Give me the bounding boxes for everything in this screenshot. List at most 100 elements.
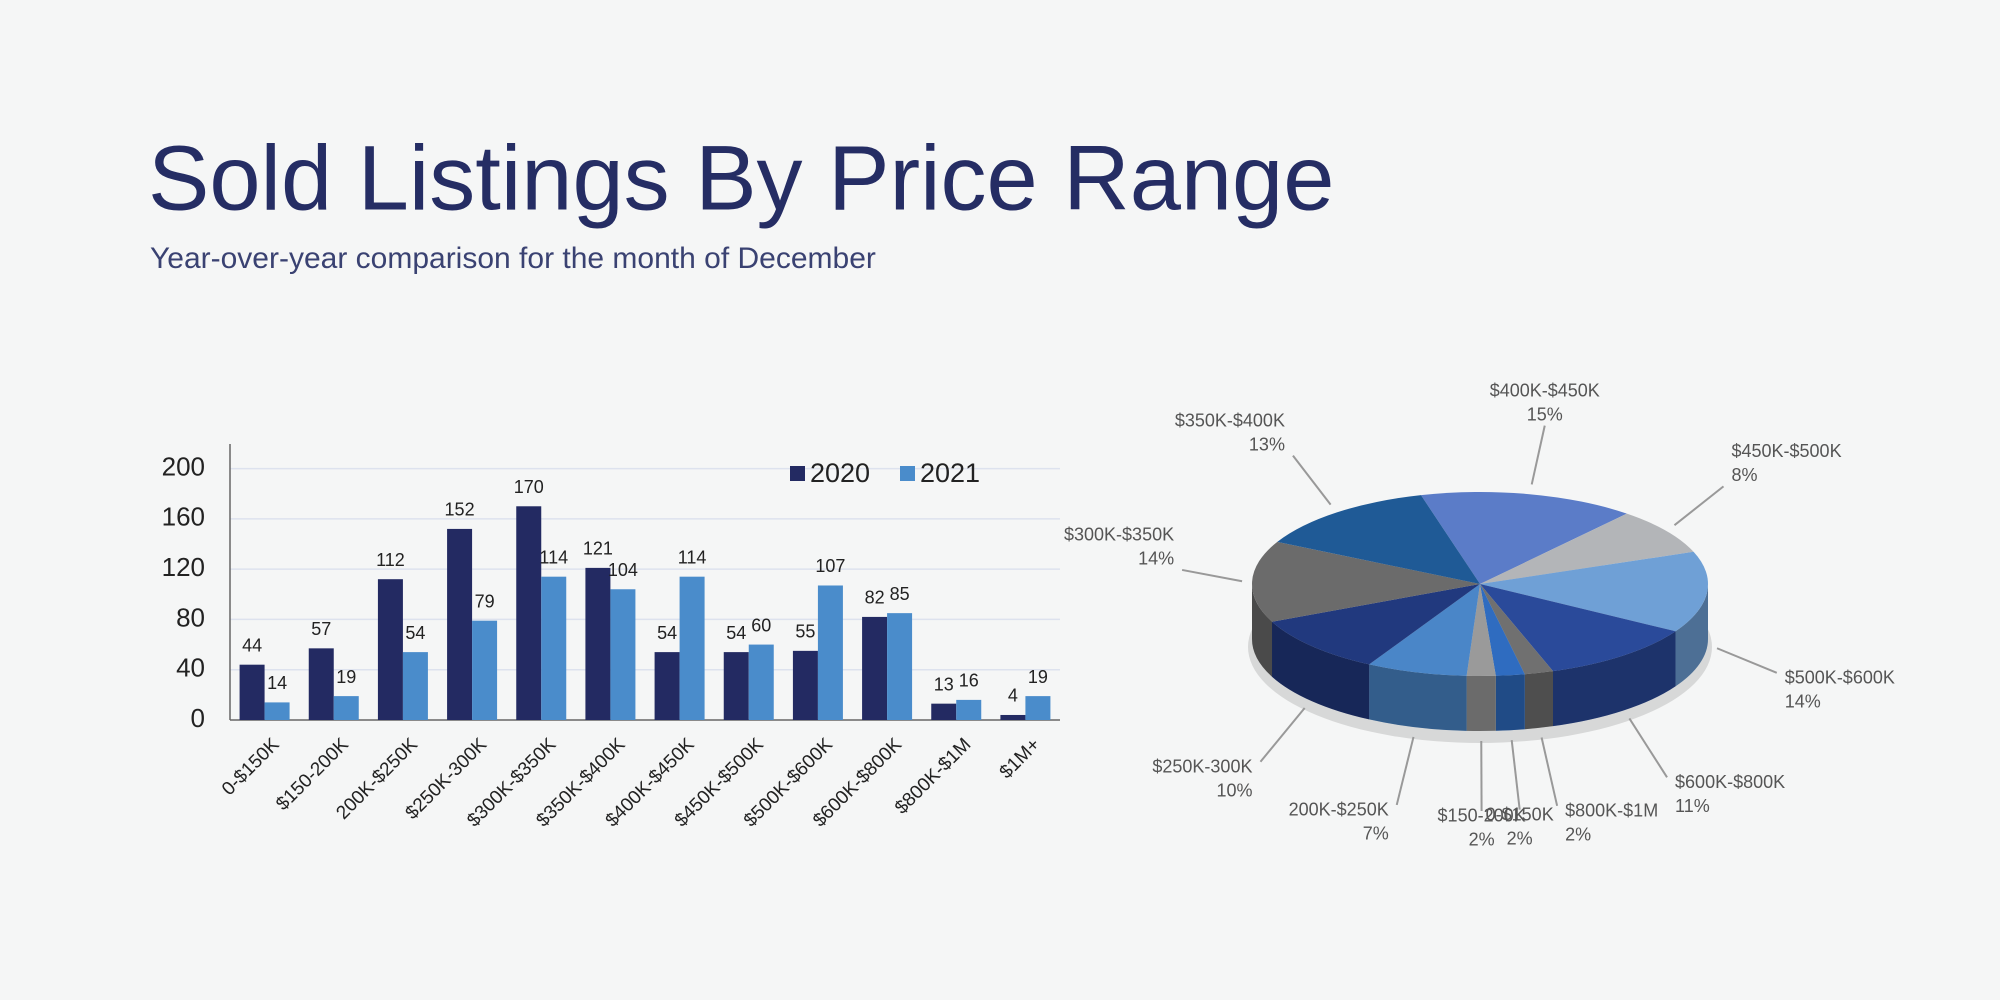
slice-label: 200K-$250K xyxy=(1289,800,1389,820)
y-tick-label: 200 xyxy=(162,451,205,481)
pie-slice xyxy=(1369,584,1480,676)
pie-slice xyxy=(1480,584,1553,675)
data-label: 104 xyxy=(608,560,638,580)
leader-line xyxy=(1510,739,1521,810)
leader-line xyxy=(1259,707,1306,763)
pie-slice xyxy=(1480,584,1525,676)
slice-value-label: 2% xyxy=(1507,828,1533,848)
bar xyxy=(931,703,957,720)
data-label: 54 xyxy=(726,623,746,643)
data-label: 54 xyxy=(405,623,425,643)
bar xyxy=(610,589,636,720)
data-label: 57 xyxy=(311,619,331,639)
data-label: 44 xyxy=(242,635,262,655)
slice-label: $450K-$500K xyxy=(1731,441,1841,461)
slice-side-shade xyxy=(1675,584,1708,687)
legend-label: 2021 xyxy=(920,458,980,488)
slice-side xyxy=(1675,584,1708,687)
data-label: 170 xyxy=(514,477,544,497)
bar xyxy=(472,620,498,720)
bar xyxy=(1025,696,1051,720)
page-subtitle: Year-over-year comparison for the month … xyxy=(150,242,876,275)
bar xyxy=(679,576,705,720)
pie-slice xyxy=(1420,492,1627,584)
slice-value-label: 10% xyxy=(1216,781,1252,801)
slice-label: $600K-$800K xyxy=(1675,772,1785,792)
slice-side-shade xyxy=(1524,671,1553,730)
slice-side-shade xyxy=(1251,584,1273,677)
slice-label: 0-$150K xyxy=(1486,804,1554,824)
bar xyxy=(264,702,290,720)
bar xyxy=(585,567,611,720)
slice-side xyxy=(1466,675,1496,731)
pie-slice xyxy=(1480,551,1708,632)
data-label: 16 xyxy=(959,671,979,691)
slice-side xyxy=(1552,631,1676,727)
bar xyxy=(654,652,680,720)
legend-swatch xyxy=(790,466,805,481)
slice-value-label: 13% xyxy=(1249,434,1285,454)
slice-value-label: 2% xyxy=(1469,830,1495,850)
bar xyxy=(817,585,843,720)
slice-label: $300K-$350K xyxy=(1064,525,1174,545)
bar xyxy=(723,652,749,720)
data-label: 114 xyxy=(539,547,568,567)
leader-line xyxy=(1181,568,1243,583)
slice-label: $400K-$450K xyxy=(1490,380,1600,400)
slice-label: $800K-$1M xyxy=(1565,801,1658,821)
y-tick-label: 0 xyxy=(191,703,205,733)
pie-slice xyxy=(1252,541,1480,622)
bar xyxy=(516,506,542,720)
data-label: 54 xyxy=(657,623,677,643)
slice-value-label: 15% xyxy=(1527,404,1563,424)
slice-value-label: 14% xyxy=(1785,692,1821,712)
slice-side xyxy=(1272,621,1370,720)
page-title: Sold Listings By Price Range xyxy=(148,127,1334,229)
data-label: 60 xyxy=(751,615,771,635)
slice-label: $500K-$600K xyxy=(1785,668,1895,688)
bar xyxy=(862,616,888,720)
data-label: 79 xyxy=(475,591,495,611)
slice-side-shade xyxy=(1272,621,1370,720)
bar xyxy=(239,664,265,720)
slice-value-label: 14% xyxy=(1138,549,1174,569)
data-label: 85 xyxy=(890,584,910,604)
bar xyxy=(887,613,913,720)
slice-label: $350K-$400K xyxy=(1175,410,1285,430)
slice-side-shade xyxy=(1466,675,1496,731)
slice-side-shade xyxy=(1495,674,1525,731)
slice-value-label: 8% xyxy=(1731,465,1757,485)
data-label: 14 xyxy=(267,673,287,693)
pie-slice xyxy=(1466,584,1496,676)
slice-side xyxy=(1369,664,1467,731)
legend-swatch xyxy=(900,466,915,481)
data-label: 82 xyxy=(865,588,885,608)
slice-side xyxy=(1495,674,1525,731)
leader-line xyxy=(1673,485,1725,526)
slice-label: $150-200K xyxy=(1438,806,1526,826)
data-label: 13 xyxy=(934,674,954,694)
slice-side xyxy=(1251,584,1273,677)
slice-value-label: 2% xyxy=(1565,825,1591,845)
bar xyxy=(308,648,334,720)
slice-value-label: 7% xyxy=(1363,824,1389,844)
leader-line xyxy=(1628,717,1668,778)
data-label: 4 xyxy=(1008,686,1018,706)
pie-slice xyxy=(1480,513,1694,584)
legend-label: 2020 xyxy=(810,458,870,488)
data-label: 19 xyxy=(1028,667,1048,687)
pie-slice xyxy=(1480,584,1676,672)
slice-side-shade xyxy=(1552,631,1676,727)
data-label: 114 xyxy=(678,547,707,567)
slice-side-shade xyxy=(1369,664,1467,731)
bar xyxy=(1000,714,1026,720)
pie-slice xyxy=(1272,584,1480,665)
y-tick-label: 80 xyxy=(176,602,205,632)
data-label: 112 xyxy=(376,550,405,570)
bar xyxy=(748,644,774,720)
leader-line xyxy=(1530,425,1546,485)
leader-line xyxy=(1395,736,1415,806)
bar xyxy=(377,579,403,720)
